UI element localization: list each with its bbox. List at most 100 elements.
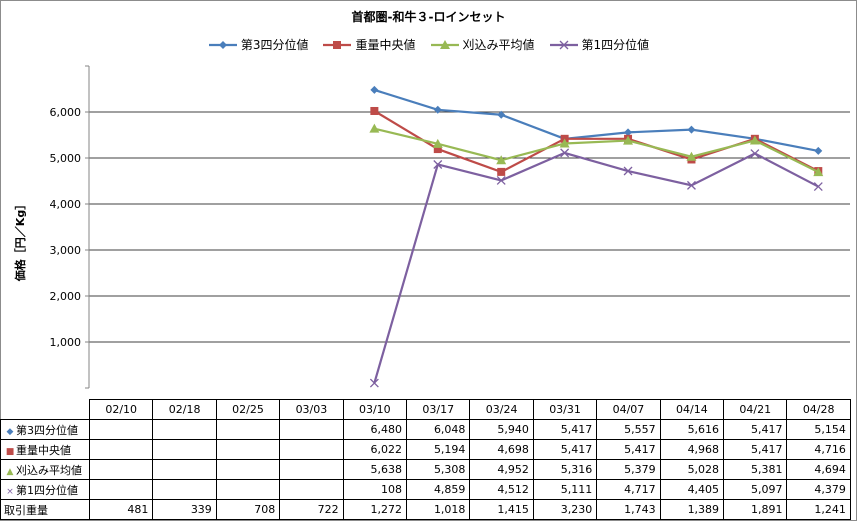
table-cell: 5,417	[596, 439, 661, 460]
table-cell: 5,111	[532, 479, 598, 500]
row-label: 重量中央値	[16, 443, 71, 457]
data-point	[433, 105, 442, 114]
table-cell: 5,154	[786, 419, 851, 440]
table-cell	[152, 459, 217, 480]
row-label: 第3四分位値	[16, 423, 78, 437]
data-point	[749, 135, 760, 145]
table-row: ◆ 第3四分位値 6,480 6,048 5,940 5,417 5,557 5,616 5,4…	[0, 419, 851, 440]
x-tick-label: 02/10	[88, 399, 154, 420]
table-cell: 4,694	[786, 459, 851, 480]
y-tick-label: 2,000	[50, 290, 82, 303]
row-marker-icon: ▲	[6, 466, 14, 477]
table-cell	[215, 419, 281, 440]
table-row: 取引重量 481 339 708 722 1,272 1,018 1,415 3,230 1,74…	[0, 499, 851, 520]
legend-item: 重量中央値	[322, 36, 416, 53]
table-cell: 4,952	[469, 459, 534, 480]
table-cell: 722	[279, 499, 344, 520]
table-cell	[152, 479, 217, 500]
data-point	[623, 135, 634, 145]
table-cell: 481	[88, 499, 154, 520]
data-point	[496, 155, 507, 165]
series-line	[374, 88, 819, 152]
y-tick-label: 6,000	[50, 106, 82, 119]
x-tick-label: 03/24	[469, 399, 534, 420]
table-row-header: ◆ 第3四分位値	[0, 419, 90, 440]
table-cell: 4,968	[659, 439, 725, 460]
table-corner	[0, 399, 90, 420]
table-cell	[215, 439, 281, 460]
legend-swatch	[430, 39, 459, 49]
table-row-header: ▲ 刈込み平均値	[0, 459, 90, 480]
table-cell: 4,717	[596, 479, 661, 500]
x-tick-label: 03/31	[532, 399, 598, 420]
data-point	[370, 106, 379, 115]
row-marker-icon: ◆	[6, 426, 14, 437]
legend-label: 重量中央値	[355, 38, 416, 52]
table-cell: 4,379	[786, 479, 851, 500]
x-tick-label: 03/03	[279, 399, 344, 420]
x-tick-label: 04/21	[723, 399, 788, 420]
table-cell: 4,698	[469, 439, 534, 460]
table-cell: 1,389	[659, 499, 725, 520]
row-label: 取引重量	[4, 503, 48, 517]
table-cell	[152, 419, 217, 440]
data-point	[497, 167, 506, 176]
table-cell	[279, 479, 344, 500]
table-cell: 108	[342, 479, 408, 500]
table-cell: 5,097	[723, 479, 788, 500]
table-cell: 5,940	[469, 419, 534, 440]
table-cell	[152, 439, 217, 460]
legend-item: 刈込み平均値	[430, 36, 535, 53]
data-point	[750, 149, 760, 158]
x-tick-label: 04/28	[786, 399, 851, 420]
data-point	[496, 175, 506, 185]
table-cell	[279, 439, 344, 460]
table-cell: 4,716	[786, 439, 851, 460]
table-cell	[88, 419, 154, 440]
table-cell: 708	[215, 499, 281, 520]
table-cell	[279, 459, 344, 480]
table-cell: 5,417	[532, 419, 598, 440]
row-label: 刈込み平均値	[16, 463, 82, 477]
y-tick-label: 1,000	[50, 336, 82, 349]
table-cell	[279, 419, 344, 440]
table-row: × 第1四分位値 108 4,859 4,512 5,111 4,717 4,405 5,097…	[0, 479, 851, 500]
y-tick-label: 5,000	[50, 152, 82, 165]
table-row: ■ 重量中央値 6,022 5,194 4,698 5,417 5,417 4,968 5,41…	[0, 439, 851, 460]
table-row-header: ■ 重量中央値	[0, 439, 90, 460]
legend-label: 第1四分位値	[581, 38, 650, 52]
data-point	[432, 138, 443, 148]
x-tick-label: 03/10	[342, 399, 408, 420]
series-line	[374, 127, 819, 174]
legend-swatch	[549, 40, 578, 49]
series-line	[373, 151, 819, 384]
table-cell: 339	[152, 499, 217, 520]
legend-label: 刈込み平均値	[462, 38, 535, 52]
data-table: 02/10 02/18 02/25 03/03 03/10 03/17 03/24 03/31…	[0, 399, 851, 520]
data-point	[433, 145, 442, 154]
table-cell: 5,028	[659, 459, 725, 480]
legend-marker	[559, 40, 568, 49]
x-tick-label: 02/25	[215, 399, 281, 420]
table-cell: 6,048	[406, 419, 471, 440]
table-header-row: 02/10 02/18 02/25 03/03 03/10 03/17 03/24 03/31…	[0, 399, 851, 420]
plot-area: 1,000 2,000 3,000 4,000 5,000 6,000	[50, 65, 850, 389]
x-tick-label: 02/18	[152, 399, 217, 420]
table-row: ▲ 刈込み平均値 5,638 5,308 4,952 5,316 5,379 5,028 5,3…	[0, 459, 851, 480]
table-cell: 4,405	[659, 479, 725, 500]
data-point	[369, 123, 380, 133]
table-cell: 6,022	[342, 439, 408, 460]
table-cell: 3,230	[532, 499, 598, 520]
data-point	[813, 167, 824, 177]
legend-marker	[218, 40, 227, 49]
chart-title: 首都圏-和牛３-ロインセット	[351, 10, 506, 24]
x-tick-label: 03/17	[406, 399, 471, 420]
table-cell: 1,018	[406, 499, 471, 520]
legend-marker	[439, 39, 450, 49]
data-point	[433, 160, 443, 169]
table-cell: 6,480	[342, 419, 408, 440]
table-cell: 5,638	[342, 459, 408, 480]
table-cell: 5,417	[723, 419, 788, 440]
table-row-header: × 第1四分位値	[0, 479, 90, 500]
table-cell	[88, 479, 154, 500]
